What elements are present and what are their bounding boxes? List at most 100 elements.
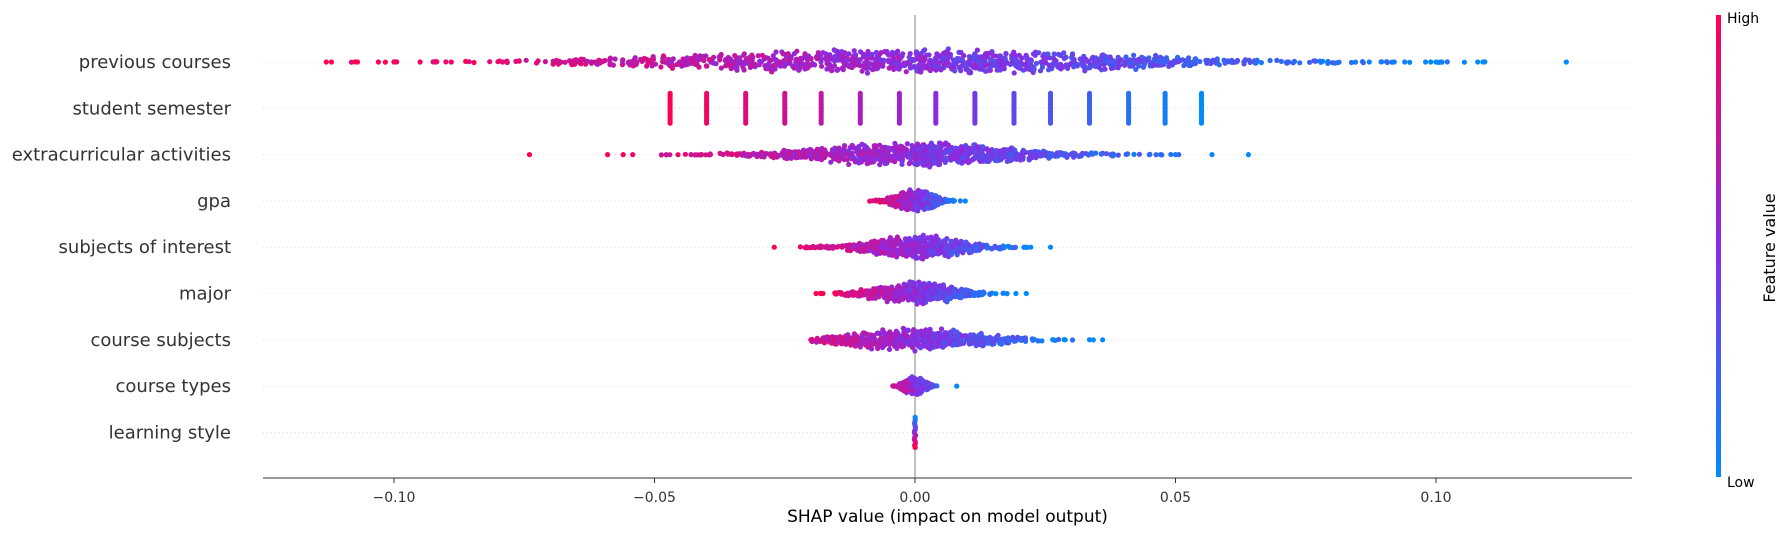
shap-point (885, 52, 891, 58)
colorbar (1716, 15, 1721, 477)
shap-point (814, 56, 820, 62)
shap-point (1062, 337, 1068, 343)
shap-point (859, 68, 865, 74)
shap-point (1278, 58, 1284, 64)
shap-point (923, 284, 929, 290)
shap-point (630, 152, 636, 158)
shap-point (1071, 57, 1077, 63)
shap-point (891, 242, 897, 248)
shap-point (718, 53, 724, 59)
shap-point (915, 187, 922, 193)
feature-label: course subjects (90, 330, 231, 351)
shap-point (924, 189, 930, 195)
shap-point (562, 59, 568, 65)
shap-point (952, 68, 958, 74)
shap-point (1027, 155, 1033, 161)
shap-point (931, 145, 937, 151)
shap-point (919, 54, 925, 61)
shap-point (1384, 59, 1390, 65)
shap-point (1050, 337, 1056, 343)
shap-point (1391, 59, 1397, 65)
shap-point (1004, 150, 1010, 156)
feature-label: extracurricular activities (12, 145, 231, 166)
shap-point (650, 56, 657, 62)
shap-point (880, 249, 886, 256)
shap-point (1563, 59, 1569, 65)
shap-point (1102, 66, 1108, 72)
shap-point (1098, 151, 1104, 157)
shap-point (835, 152, 841, 158)
shap-point (858, 151, 865, 157)
shap-point (1438, 59, 1444, 65)
shap-point (932, 281, 938, 287)
shap-point (504, 58, 510, 64)
shap-point (1297, 60, 1303, 66)
shap-point (1336, 59, 1342, 65)
shap-point (704, 63, 710, 69)
shap-point (831, 47, 837, 53)
shap-point (1005, 335, 1011, 341)
shap-point (914, 141, 921, 147)
shap-point (1059, 152, 1065, 158)
shap-point (1402, 59, 1408, 65)
shap-point (1071, 63, 1077, 69)
shap-point (1291, 58, 1298, 64)
shap-point (803, 244, 809, 250)
shap-point (782, 120, 788, 126)
shap-point (992, 62, 998, 69)
shap-point (818, 52, 824, 58)
shap-point (890, 196, 896, 202)
shap-point (644, 63, 650, 69)
x-tick-label: −0.05 (633, 490, 676, 506)
shap-point (877, 162, 883, 168)
shap-point (605, 152, 611, 158)
shap-point (718, 65, 724, 71)
shap-point (729, 151, 735, 158)
shap-point (980, 244, 986, 250)
shap-point (866, 60, 872, 66)
shap-point (828, 56, 835, 62)
shap-point (941, 56, 947, 62)
shap-point (850, 154, 856, 160)
shap-point (1198, 120, 1205, 126)
shap-point (944, 197, 951, 203)
shap-point (857, 63, 863, 69)
shap-point (781, 63, 788, 69)
shap-point (1020, 147, 1026, 153)
shap-point (1100, 337, 1106, 343)
shap-point (933, 197, 939, 203)
shap-point (1153, 52, 1159, 59)
shap-point (845, 332, 851, 338)
shap-point (931, 152, 937, 158)
shap-point (658, 152, 665, 158)
shap-point (985, 244, 991, 250)
shap-point (1231, 59, 1237, 65)
shap-point (911, 332, 917, 338)
shap-point (1019, 55, 1025, 61)
shap-point (771, 244, 777, 250)
shap-point (849, 64, 855, 71)
shap-point (1022, 335, 1028, 341)
shap-point (328, 59, 335, 65)
shap-point (904, 141, 911, 147)
shap-point (1004, 60, 1010, 66)
shap-point (1032, 152, 1038, 158)
shap-point (916, 235, 923, 241)
shap-point (874, 239, 880, 246)
shap-point (892, 295, 898, 301)
shap-point (1162, 120, 1168, 126)
shap-point (786, 57, 792, 63)
shap-point (825, 245, 831, 251)
shap-point (959, 63, 965, 69)
shap-point (1168, 151, 1174, 158)
shap-point (846, 51, 852, 57)
shap-point (883, 197, 890, 203)
shap-point (1047, 244, 1054, 250)
shap-point (907, 287, 914, 293)
shap-point (1136, 151, 1142, 157)
shap-point (885, 58, 892, 64)
shap-point (987, 65, 993, 71)
shap-point (1027, 62, 1033, 68)
feature-label: course types (116, 376, 231, 397)
shap-point (901, 326, 907, 332)
